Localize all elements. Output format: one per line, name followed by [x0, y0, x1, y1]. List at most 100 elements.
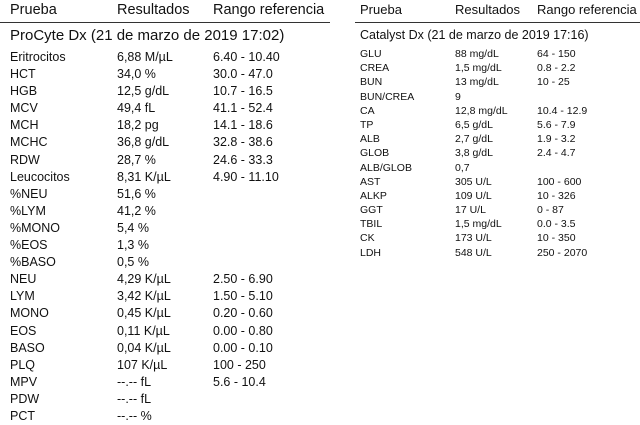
header-test: Prueba	[10, 2, 57, 18]
test-result: 548 U/L	[455, 246, 492, 259]
result-row: ALB/GLOB 0,7	[355, 161, 640, 175]
test-name: GGT	[360, 204, 383, 217]
test-range: 2.50 - 6.90	[213, 272, 273, 287]
result-row: LDH 548 U/L 250 - 2070	[355, 246, 640, 260]
test-name: BUN	[360, 76, 383, 89]
result-row: %LYM 41,2 %	[0, 203, 330, 220]
result-row: PLQ 107 K/µL 100 - 250	[0, 357, 330, 374]
test-result: 34,0 %	[117, 67, 156, 82]
test-result: 13 mg/dL	[455, 76, 499, 89]
test-range: 0.0 - 3.5	[537, 218, 576, 231]
test-name: MCHC	[10, 135, 48, 150]
test-range: 10 - 326	[537, 189, 576, 202]
test-range: 14.1 - 18.6	[213, 118, 273, 133]
test-name: HCT	[10, 67, 36, 82]
test-range: 41.1 - 52.4	[213, 101, 273, 116]
test-result: 305 U/L	[455, 175, 492, 188]
test-name: LDH	[360, 246, 382, 259]
test-name: LYM	[10, 289, 35, 304]
test-range: 5.6 - 10.4	[213, 374, 266, 389]
test-range: 10.4 - 12.9	[537, 104, 588, 117]
test-name: CK	[360, 232, 375, 245]
test-result: 49,4 fL	[117, 101, 156, 116]
test-name: CA	[360, 104, 375, 117]
result-row: TBIL 1,5 mg/dL 0.0 - 3.5	[355, 217, 640, 231]
test-range: 0.8 - 2.2	[537, 62, 576, 75]
test-name: GLU	[360, 48, 382, 60]
result-row: MCV 49,4 fL 41.1 - 52.4	[0, 100, 330, 117]
result-row: %BASO 0,5 %	[0, 254, 330, 271]
test-range: 24.6 - 33.3	[213, 152, 273, 167]
test-result: 0,11 K/µL	[117, 323, 170, 338]
test-result: 28,7 %	[117, 152, 156, 167]
test-result: --.-- fL	[117, 374, 152, 389]
test-result: 51,6 %	[117, 186, 156, 201]
column-header: Prueba Resultados Rango referencia	[355, 0, 640, 23]
test-range: 10 - 25	[537, 76, 570, 89]
catalyst-panel: Prueba Resultados Rango referencia Catal…	[355, 0, 640, 259]
test-name: GLOB	[360, 147, 390, 160]
test-name: TBIL	[360, 218, 383, 231]
test-range: 0.20 - 0.60	[213, 306, 273, 321]
test-name: MCH	[10, 118, 39, 133]
result-row: PDW --.-- fL	[0, 391, 330, 408]
test-result: 1,3 %	[117, 238, 149, 253]
result-row: HGB 12,5 g/dL 10.7 - 16.5	[0, 83, 330, 100]
result-row: MPV --.-- fL 5.6 - 10.4	[0, 374, 330, 391]
test-name: BASO	[10, 340, 45, 355]
test-name: %LYM	[10, 203, 46, 218]
result-row: MCH 18,2 pg 14.1 - 18.6	[0, 117, 330, 134]
test-result: 0,5 %	[117, 255, 149, 270]
test-range: 100 - 250	[213, 357, 266, 372]
test-result: 6,88 M/µL	[117, 50, 173, 64]
result-row: TP 6,5 g/dL 5.6 - 7.9	[355, 118, 640, 132]
result-row: RDW 28,7 % 24.6 - 33.3	[0, 152, 330, 169]
result-row: ALKP 109 U/L 10 - 326	[355, 189, 640, 203]
instrument-title: ProCyte Dx (21 de marzo de 2019 17:02)	[10, 27, 285, 44]
test-name: %EOS	[10, 238, 48, 253]
instrument-title: Catalyst Dx (21 de marzo de 2019 17:16)	[360, 28, 589, 42]
result-row: EOS 0,11 K/µL 0.00 - 0.80	[0, 323, 330, 340]
test-range: 100 - 600	[537, 175, 582, 188]
test-range: 250 - 2070	[537, 246, 588, 259]
test-name: EOS	[10, 323, 37, 338]
test-result: 4,29 K/µL	[117, 272, 171, 287]
test-name: Eritrocitos	[10, 50, 66, 64]
test-result: 0,04 K/µL	[117, 340, 171, 355]
test-name: ALB/GLOB	[360, 161, 412, 174]
test-result: 17 U/L	[455, 204, 486, 217]
result-row: HCT 34,0 % 30.0 - 47.0	[0, 66, 330, 83]
result-row: Leucocitos 8,31 K/µL 4.90 - 11.10	[0, 169, 330, 186]
test-result: 3,8 g/dL	[455, 147, 493, 160]
test-result: 88 mg/dL	[455, 48, 499, 60]
test-result: 2,7 g/dL	[455, 133, 493, 146]
test-name: ALKP	[360, 189, 387, 202]
test-name: PCT	[10, 408, 35, 423]
test-result: 6,5 g/dL	[455, 118, 493, 131]
result-row: CREA 1,5 mg/dL 0.8 - 2.2	[355, 61, 640, 75]
test-result: 41,2 %	[117, 203, 156, 218]
result-row: PCT --.-- %	[0, 408, 330, 425]
test-range: 1.9 - 3.2	[537, 133, 576, 146]
test-result: --.-- %	[117, 408, 152, 423]
test-result: 173 U/L	[455, 232, 492, 245]
test-result: 1,5 mg/dL	[455, 218, 502, 231]
result-row: GGT 17 U/L 0 - 87	[355, 203, 640, 217]
results-list: Eritrocitos 6,88 M/µL 6.40 - 10.40 HCT 34,0 …	[0, 49, 330, 425]
result-row: MCHC 36,8 g/dL 32.8 - 38.6	[0, 134, 330, 151]
result-row: %NEU 51,6 %	[0, 186, 330, 203]
test-range: 4.90 - 11.10	[213, 169, 279, 184]
test-result: 109 U/L	[455, 189, 492, 202]
result-row: BASO 0,04 K/µL 0.00 - 0.10	[0, 340, 330, 357]
test-result: 1,5 mg/dL	[455, 62, 502, 75]
result-row: LYM 3,42 K/µL 1.50 - 5.10	[0, 288, 330, 305]
test-name: AST	[360, 175, 381, 188]
test-result: 107 K/µL	[117, 357, 168, 372]
test-name: MPV	[10, 374, 38, 389]
test-range: 10 - 350	[537, 232, 576, 245]
result-row: Eritrocitos 6,88 M/µL 6.40 - 10.40	[0, 49, 330, 66]
test-result: 3,42 K/µL	[117, 289, 171, 304]
test-range: 6.40 - 10.40	[213, 50, 280, 64]
header-test: Prueba	[360, 2, 402, 17]
header-range: Rango referencia	[537, 2, 637, 17]
